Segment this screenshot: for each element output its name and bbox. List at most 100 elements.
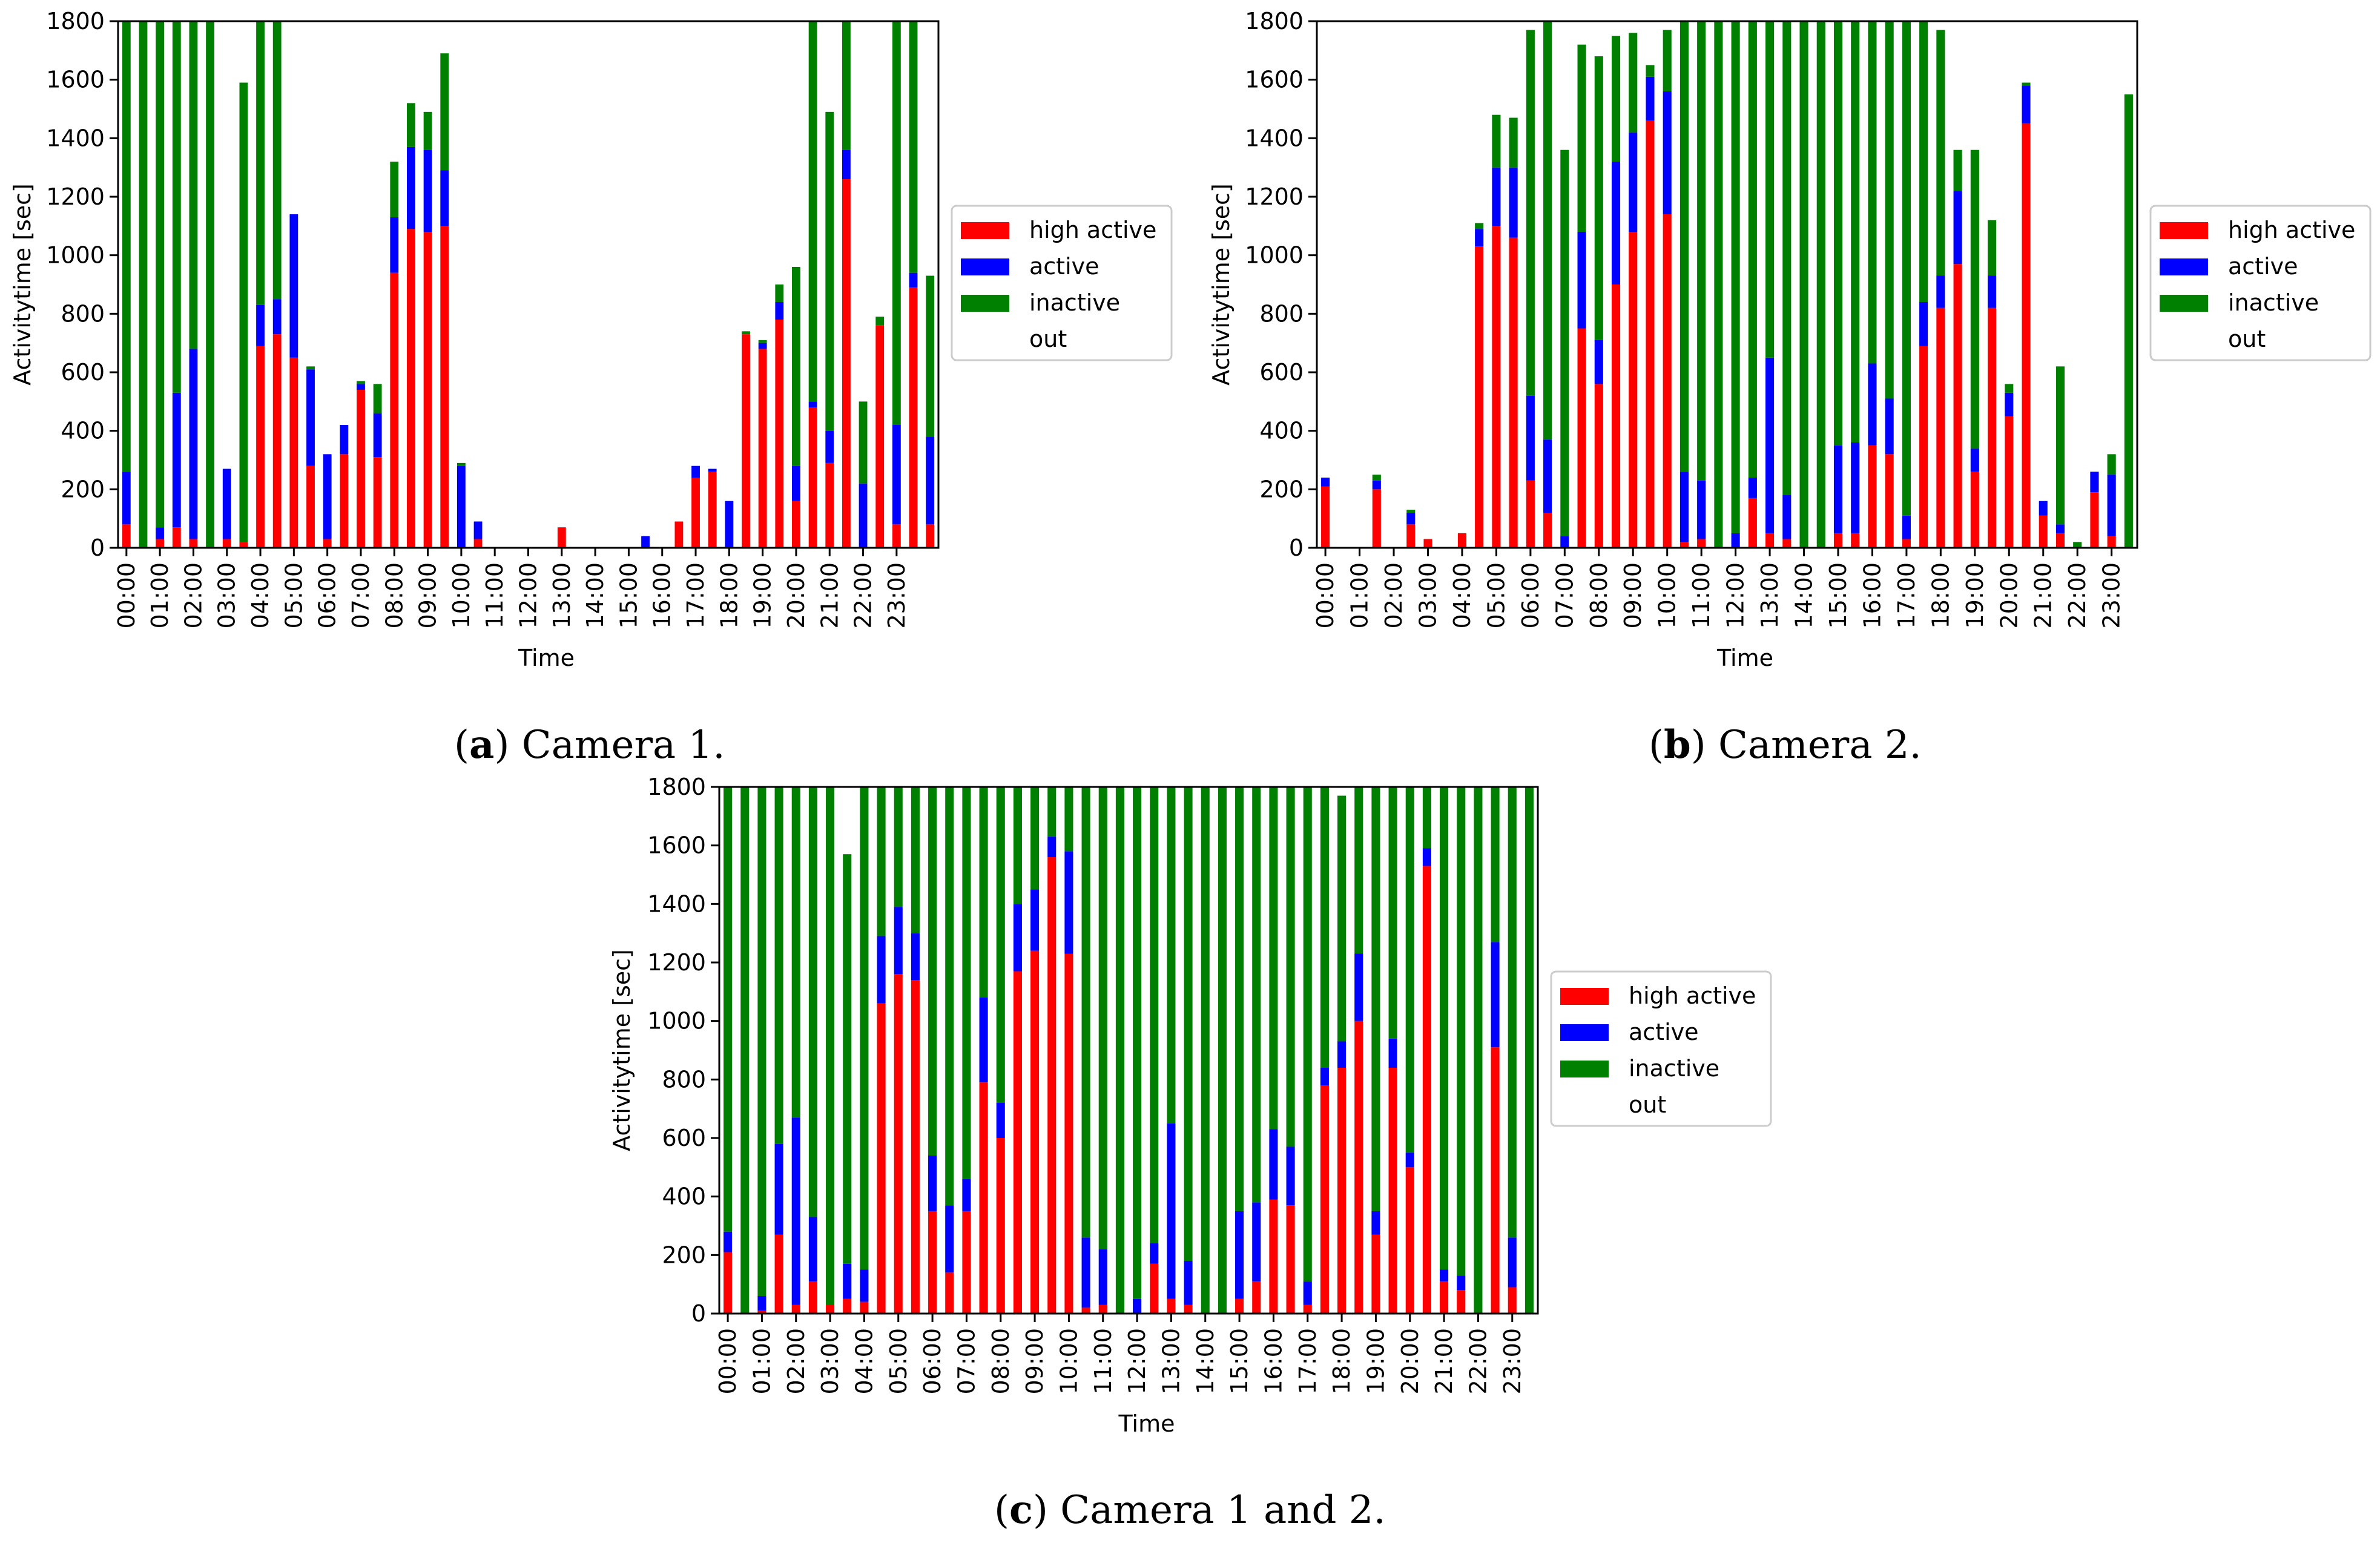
bar-inactive-44 [1474,787,1483,1314]
bar-inactive-41 [1422,787,1431,849]
bar-active-11 [911,933,920,980]
bar-inactive-25 [1150,787,1159,1243]
bar-high-active-45 [875,325,885,548]
bar-inactive-20 [1064,787,1073,852]
bar-inactive-35 [1320,787,1329,1068]
bar-inactive-17 [1013,787,1022,904]
bar-active-37 [1354,953,1363,1021]
bar-active-42 [1440,1269,1449,1281]
bar-high-active-20 [1064,953,1073,1314]
bar-active-21 [473,521,483,539]
x-tick-label: 08:00 [987,1328,1014,1395]
bar-inactive-3 [1372,475,1381,481]
bar-inactive-15 [1577,44,1586,232]
bar-high-active-40 [2005,416,2014,548]
x-tick-label: 22:00 [2064,562,2091,629]
bar-high-active-33 [674,521,684,548]
caption-text: Camera 1 and 2. [1060,1488,1386,1533]
bar-inactive-19 [1646,65,1655,77]
bar-inactive-0 [724,787,733,1232]
y-tick-label: 1800 [1245,8,1304,35]
x-tick-label: 14:00 [1192,1328,1219,1395]
bar-inactive-44 [2073,542,2082,548]
y-tick-label: 1400 [647,890,706,917]
bar-active-40 [2005,392,2014,416]
plot-frame [718,786,1539,1315]
bar-active-36 [725,501,734,548]
bar-high-active-41 [808,407,817,548]
bar-high-active-31 [1851,533,1860,548]
bar-high-active-9 [877,1003,886,1314]
bar-inactive-38 [758,340,767,343]
bar-inactive-3 [774,787,783,1144]
bar-inactive-9 [877,787,886,936]
bar-inactive-37 [1953,150,1962,191]
bar-high-active-16 [996,1138,1005,1314]
bar-inactive-33 [1885,21,1894,399]
x-axis: 00:00 01:00 02:00 03:00 04:00 05:00 06:00 07:00… [1312,548,2125,671]
bar-high-active-34 [1303,1304,1312,1314]
caption-camera-1: (a) Camera 1. [454,722,725,768]
x-tick-label: 03:00 [1414,562,1441,629]
bar-high-active-11 [911,980,920,1314]
bar-active-32 [1269,1129,1278,1200]
bar-inactive-13 [945,787,954,1206]
bar-high-active-38 [1970,472,1979,548]
bar-inactive-47 [1525,787,1534,1314]
bar-inactive-19 [440,53,449,171]
bar-inactive-34 [1303,787,1312,1281]
bar-high-active-10 [894,974,903,1314]
legend: high active active inactive out [2149,205,2372,361]
y-tick-label: 1600 [1245,67,1304,93]
bar-active-0 [724,1231,733,1252]
caption-letter: a [469,722,495,768]
chart-panel-camera-1-and-2: 0 200 400 600 800 1000 1200 1400 1600 1800 Activit… [599,766,1786,1546]
bar-inactive-36 [1936,30,1945,276]
legend-label: high active [2228,217,2355,243]
bar-high-active-7 [239,542,248,548]
bar-active-30 [1833,445,1843,533]
bar-active-0 [1321,478,1330,487]
x-tick-label: 10:00 [1654,562,1681,629]
bar-active-11 [306,369,315,466]
bar-inactive-13 [1543,21,1552,440]
bar-active-14 [962,1179,971,1211]
bar-high-active-40 [1405,1167,1414,1314]
bar-high-active-19 [1646,120,1655,548]
legend: high active active inactive out [1550,970,1772,1127]
bar-active-33 [1885,398,1894,455]
bar-active-40 [1405,1153,1414,1168]
x-tick-label: 14:00 [582,562,608,629]
bar-high-active-40 [792,501,800,548]
bar-active-31 [641,536,650,548]
x-tick-label: 10:00 [1055,1328,1082,1395]
bar-high-active-34 [1902,539,1911,548]
bar-active-48 [926,436,935,525]
bar-inactive-39 [1388,787,1397,1039]
x-tick-label: 13:00 [1756,562,1783,629]
bar-active-45 [1491,942,1500,1048]
bar-active-15 [979,998,988,1083]
bar-active-42 [825,430,834,463]
caption-text: Camera 1. [521,723,725,768]
x-tick-label: 22:00 [1465,1328,1491,1395]
legend-swatch [1560,988,1609,1005]
bar-inactive-38 [1371,787,1380,1211]
bar-inactive-29 [1218,787,1227,1314]
y-tick-label: 0 [1289,535,1304,561]
legend-label: high active [1029,217,1156,243]
x-tick-label: 10:00 [448,562,475,629]
bar-high-active-0 [1321,486,1330,548]
bar-inactive-3 [172,21,181,393]
y-tick-label: 0 [691,1300,706,1327]
bar-inactive-19 [1047,787,1056,837]
y-tick-label: 600 [61,359,105,386]
bar-active-36 [1936,275,1945,308]
bar-active-20 [1663,91,1672,214]
y-tick-label: 1000 [1245,242,1304,269]
y-tick-label: 1000 [46,242,105,269]
x-tick-label: 13:00 [549,562,575,629]
bar-high-active-15 [979,1082,988,1314]
chart-panel-camera-1: 0 200 400 600 800 1000 1200 1400 1600 1800 Activit… [0,0,1187,769]
bar-active-3 [774,1143,783,1235]
